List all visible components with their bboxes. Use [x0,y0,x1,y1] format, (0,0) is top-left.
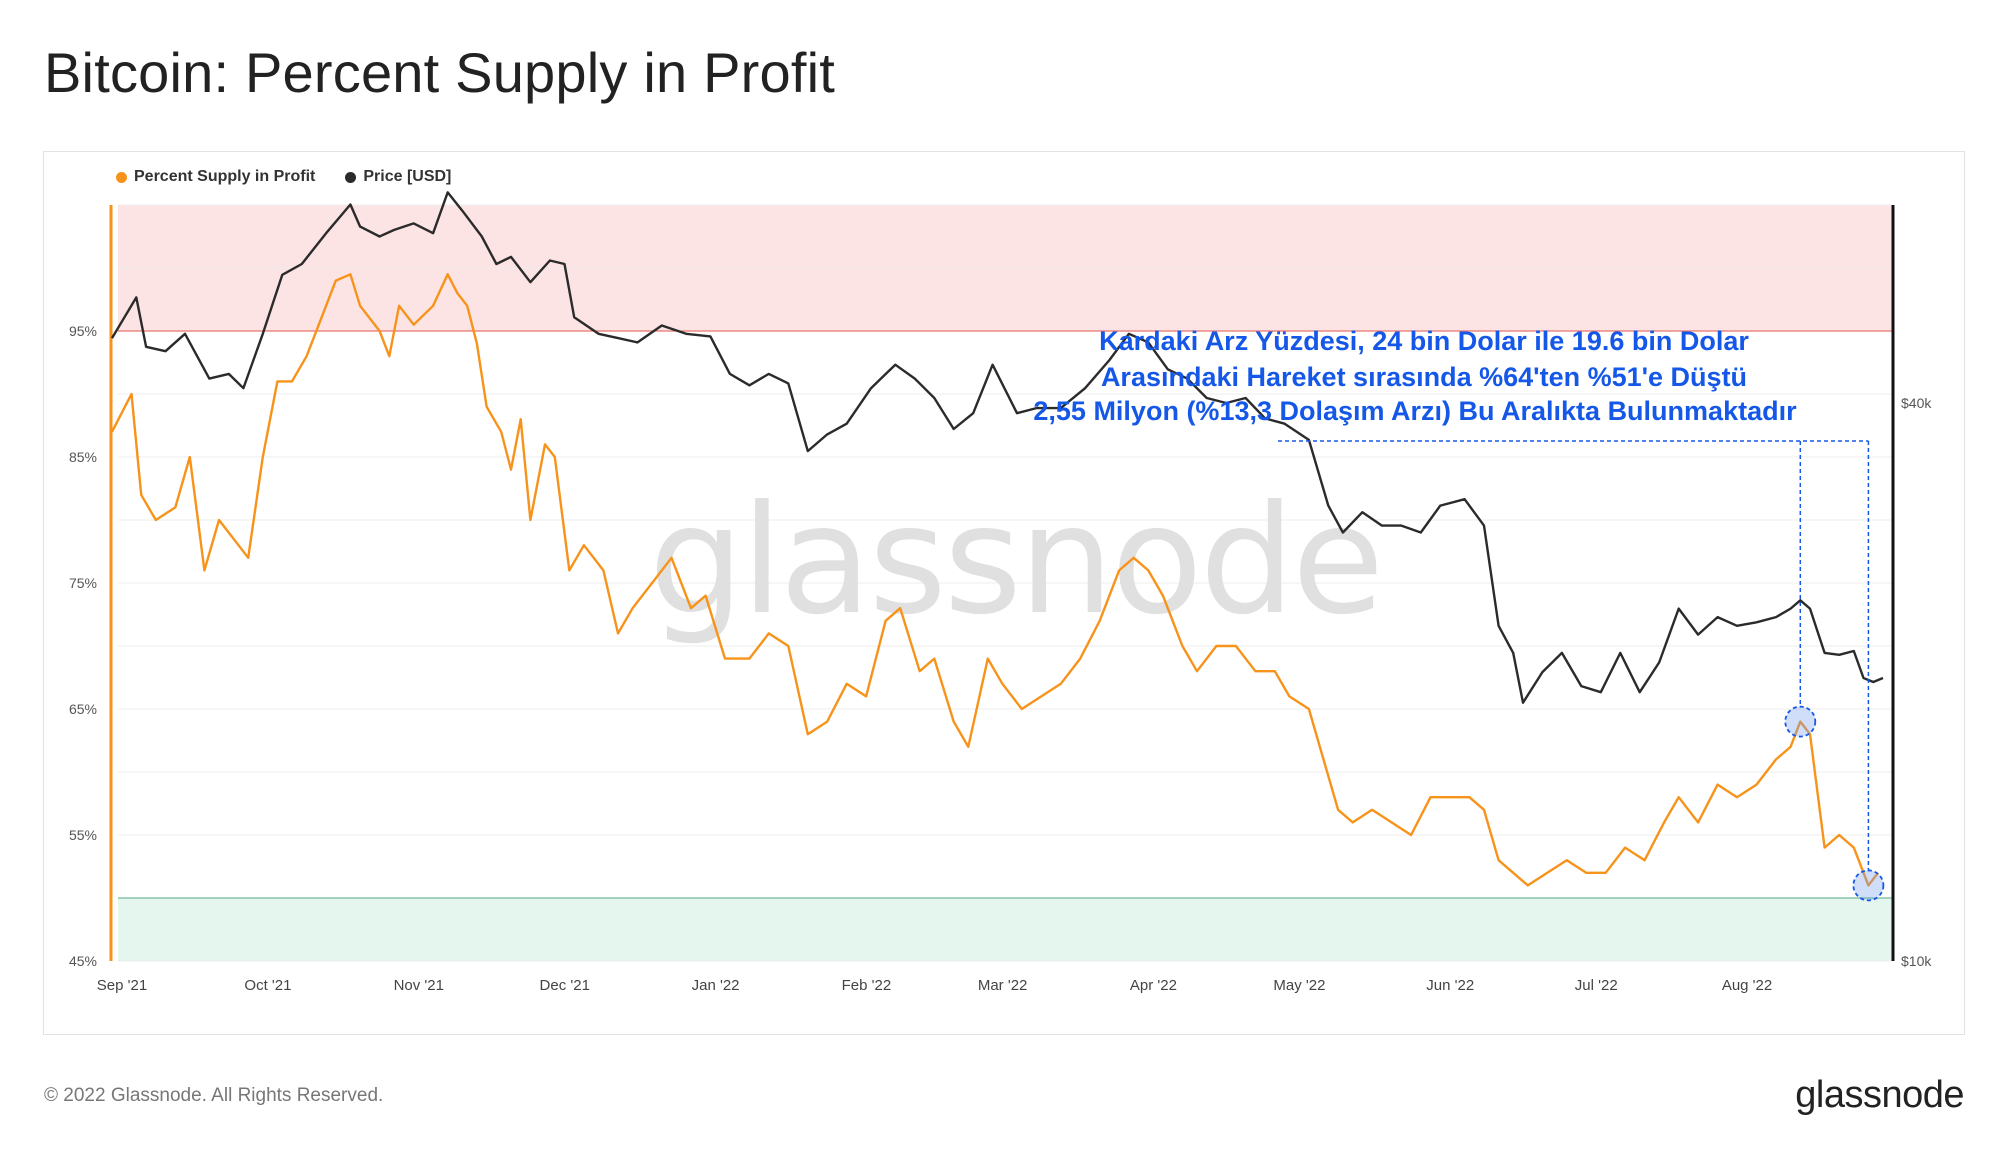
legend-item-price[interactable]: Price [USD] [345,168,451,186]
annotation-text-line: 2,55 Milyon (%13,3 Dolaşım Arzı) Bu Aral… [1033,396,1797,426]
legend-label-price: Price [USD] [363,168,452,185]
x-tick-label: Aug '22 [1722,977,1772,994]
legend-dot-supply [116,171,127,183]
legend-dot-price [345,171,357,183]
footer-logo[interactable]: glassnode [1795,1074,1964,1116]
x-tick-label: Dec '21 [540,977,590,994]
x-tick-label: Mar '22 [978,977,1028,994]
y-left-tick-label: 85% [69,449,97,465]
x-tick-label: Apr '22 [1130,977,1177,994]
series-supply-line [110,273,1880,887]
legend-label-supply: Percent Supply in Profit [134,168,316,185]
y-right-tick-label: $10k [1901,953,1932,969]
legend-item-supply[interactable]: Percent Supply in Profit [116,168,315,186]
annotation-text-line: Arasındaki Hareket sırasında %64'ten %51… [1101,362,1747,392]
annotation-marker-circle [1784,705,1817,738]
annotation-text-line: Kardaki Arz Yüzdesi, 24 bin Dolar ile 19… [1099,326,1749,356]
x-tick-label: Nov '21 [394,977,444,994]
x-tick-label: Feb '22 [842,977,892,994]
x-tick-label: Sep '21 [97,977,147,994]
x-tick-label: Jun '22 [1426,977,1474,994]
y-left-tick-label: 45% [69,953,97,969]
footer-copyright: © 2022 Glassnode. All Rights Reserved. [44,1085,384,1106]
annotation-marker-circle [1852,869,1885,902]
y-left-tick-label: 65% [69,701,97,717]
band-bottom [118,898,1892,961]
y-right-tick-label: $40k [1901,395,1932,411]
y-left-tick-label: 55% [69,827,97,843]
y-left-tick-label: 75% [69,575,97,591]
x-tick-label: Oct '21 [244,977,291,994]
x-tick-label: May '22 [1273,977,1325,994]
chart-legend: Percent Supply in Profit Price [USD] [116,168,451,186]
x-tick-label: Jan '22 [692,977,740,994]
series-price-line [110,191,1884,704]
page-title: Bitcoin: Percent Supply in Profit [44,41,835,104]
watermark: glassnode [649,474,1381,648]
x-tick-label: Jul '22 [1575,977,1618,994]
y-left-tick-label: 95% [69,323,97,339]
